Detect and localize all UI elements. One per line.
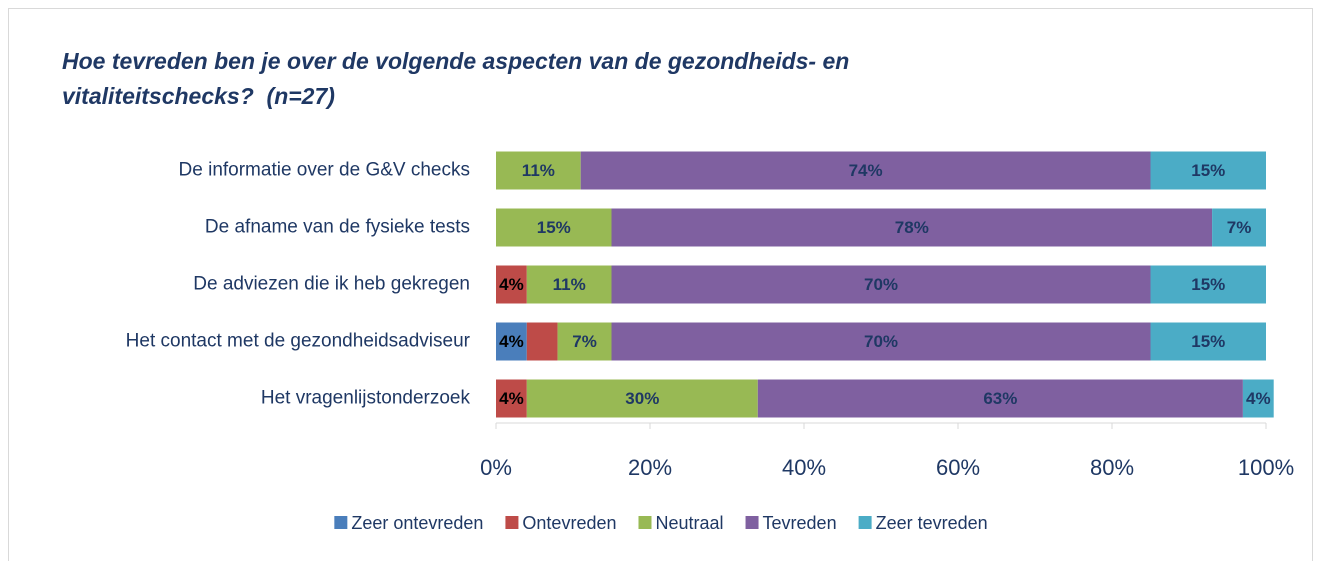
x-tick-label: 80% bbox=[1090, 455, 1134, 480]
data-label: 70% bbox=[864, 275, 898, 294]
bar-segment bbox=[557, 322, 612, 361]
legend-swatch bbox=[638, 516, 652, 529]
data-label: 70% bbox=[864, 332, 898, 351]
data-label: 11% bbox=[553, 275, 586, 294]
bar-segment bbox=[1212, 208, 1266, 247]
category-label: Het contact met de gezondheidsadviseur bbox=[126, 331, 471, 352]
bar-segment bbox=[496, 208, 612, 247]
data-label: 30% bbox=[625, 389, 659, 408]
data-label: 7% bbox=[1227, 218, 1252, 237]
bar-segment bbox=[526, 265, 612, 304]
legend-swatch bbox=[334, 516, 348, 529]
legend-label: Neutraal bbox=[655, 513, 723, 533]
legend-swatch bbox=[858, 516, 872, 529]
category-label: De informatie over de G&V checks bbox=[179, 160, 470, 181]
legend-swatch bbox=[745, 516, 759, 529]
data-label: 4% bbox=[499, 275, 524, 294]
bar-segment bbox=[526, 322, 558, 361]
data-label: 11% bbox=[522, 161, 555, 180]
bar-segment bbox=[1242, 379, 1274, 418]
data-label: 74% bbox=[849, 161, 883, 180]
x-tick-label: 60% bbox=[936, 455, 980, 480]
bar-segment bbox=[496, 322, 527, 361]
data-label: 63% bbox=[983, 389, 1017, 408]
bar-segment bbox=[1150, 151, 1266, 190]
x-tick-label: 100% bbox=[1238, 455, 1294, 480]
data-label: 15% bbox=[1191, 275, 1225, 294]
bar-segment bbox=[1150, 265, 1266, 304]
bar-segment bbox=[611, 265, 1151, 304]
data-label: 78% bbox=[895, 218, 929, 237]
bar-segment bbox=[496, 265, 527, 304]
legend-label: Zeer ontevreden bbox=[351, 513, 483, 533]
x-tick-label: 0% bbox=[480, 455, 512, 480]
bar-segment bbox=[611, 322, 1151, 361]
x-tick-label: 20% bbox=[628, 455, 672, 480]
data-label: 15% bbox=[1191, 332, 1225, 351]
bar-segment bbox=[757, 379, 1243, 418]
bar-segment bbox=[580, 151, 1151, 190]
data-label: 4% bbox=[1246, 389, 1271, 408]
data-label: 4% bbox=[499, 332, 524, 351]
bar-segment bbox=[1150, 322, 1266, 361]
legend-swatch bbox=[505, 516, 519, 529]
x-tick-label: 40% bbox=[782, 455, 826, 480]
bar-segment bbox=[496, 379, 527, 418]
data-label: 15% bbox=[537, 218, 571, 237]
chart-border bbox=[8, 8, 1313, 561]
chart-title: Hoe tevreden ben je over de volgende asp… bbox=[62, 48, 856, 109]
legend-label: Zeer tevreden bbox=[876, 513, 988, 533]
category-label: Het vragenlijstonderzoek bbox=[261, 388, 471, 409]
category-label: De adviezen die ik heb gekregen bbox=[193, 274, 470, 295]
data-label: 4% bbox=[499, 389, 524, 408]
legend-label: Ontevreden bbox=[522, 513, 616, 533]
legend-label: Tevreden bbox=[763, 513, 837, 533]
bar-segment bbox=[526, 379, 758, 418]
category-label: De afname van de fysieke tests bbox=[205, 217, 470, 238]
data-label: 7% bbox=[572, 332, 597, 351]
bar-segment bbox=[611, 208, 1213, 247]
bar-segment bbox=[496, 151, 581, 190]
data-label: 15% bbox=[1191, 161, 1225, 180]
